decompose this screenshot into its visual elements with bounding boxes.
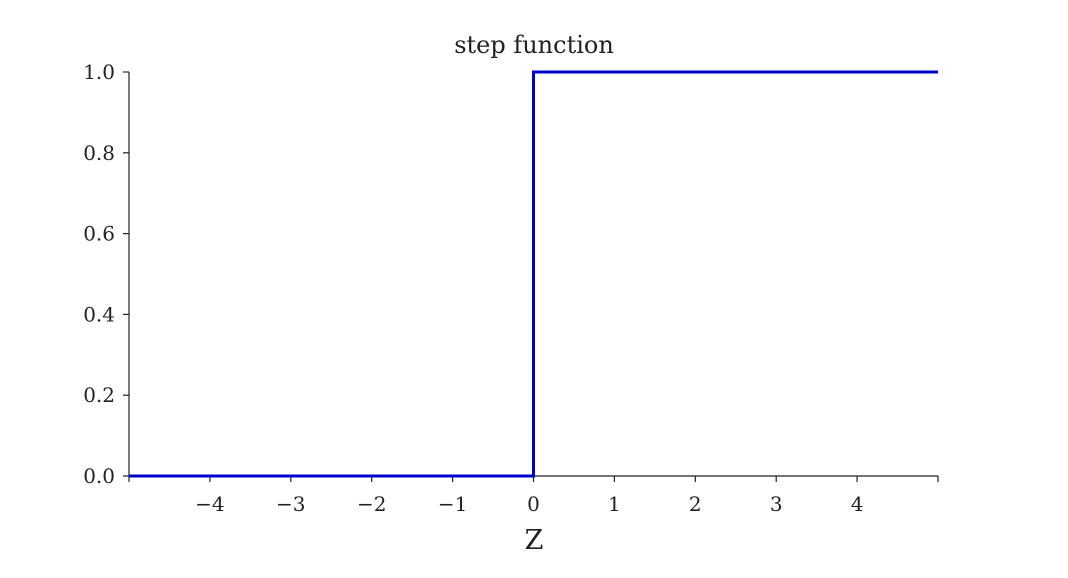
chart-title: step function <box>454 31 614 59</box>
x-tick-label: 4 <box>851 492 864 516</box>
x-tick-label: 1 <box>608 492 621 516</box>
y-tick-label: 0.0 <box>83 464 115 488</box>
x-tick-label: 0 <box>527 492 540 516</box>
step-function-line <box>129 70 938 478</box>
x-tick-label: −1 <box>438 492 467 516</box>
series-group <box>129 70 938 478</box>
y-tick-label: 0.8 <box>83 141 115 165</box>
y-tick-label: 0.2 <box>83 383 115 407</box>
y-ticks: 0.0 0.2 0.4 0.6 0.8 1.0 <box>83 60 129 488</box>
x-tick-label: −2 <box>357 492 386 516</box>
x-tick-label: 2 <box>689 492 702 516</box>
x-tick-label: −4 <box>195 492 224 516</box>
x-axis-label: Z <box>525 525 544 556</box>
y-tick-label: 1.0 <box>83 60 115 84</box>
y-tick-label: 0.6 <box>83 222 115 246</box>
x-tick-label: −3 <box>276 492 305 516</box>
x-tick-label: 3 <box>770 492 783 516</box>
x-ticks: −4 −3 −2 −1 0 1 2 3 4 <box>195 476 863 516</box>
y-tick-label: 0.4 <box>83 302 115 326</box>
